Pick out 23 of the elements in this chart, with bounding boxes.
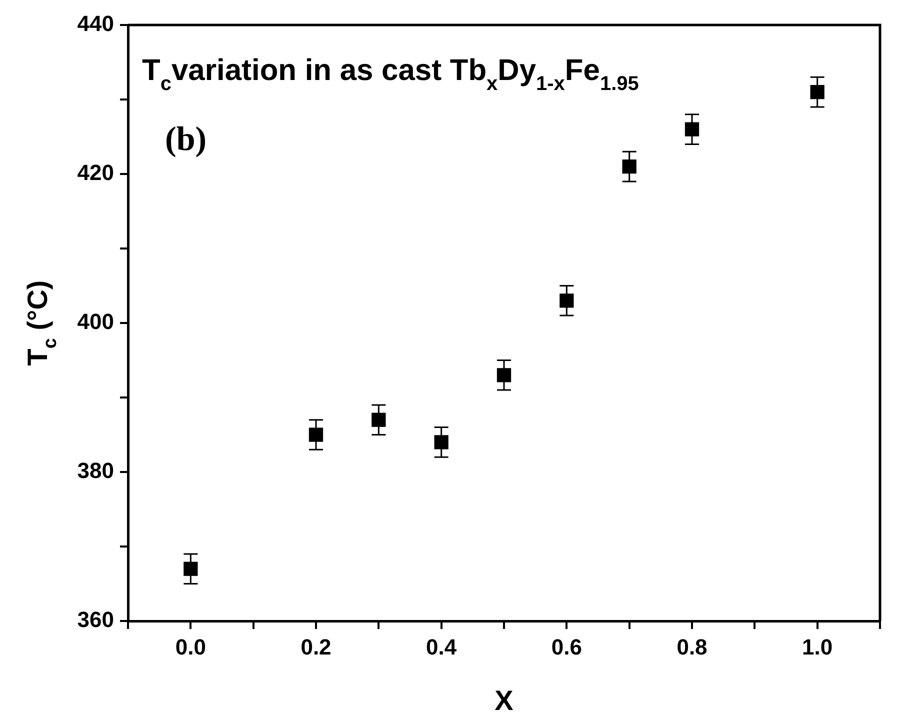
x-tick-label: 0.0	[175, 634, 206, 660]
x-axis-title: X	[494, 685, 514, 716]
annotation: (b)	[165, 121, 207, 158]
x-tick-label: 0.2	[300, 634, 332, 660]
point	[560, 294, 574, 308]
point	[622, 159, 636, 174]
y-axis-title: Tc (°C)	[22, 280, 61, 366]
point	[184, 562, 198, 576]
point	[810, 84, 824, 100]
y-tick-label: 400	[77, 309, 114, 334]
y-tick-label: 420	[77, 160, 114, 186]
y-tick-label: 360	[77, 607, 114, 632]
point	[434, 435, 448, 450]
y-tick-label: 440	[77, 11, 114, 36]
y-tick-label: 380	[77, 458, 114, 484]
point	[308, 428, 324, 442]
x-tick-label: 0.4	[426, 634, 458, 660]
point	[372, 412, 386, 427]
x-tick-label: 0.8	[676, 634, 708, 660]
x-tick-label: 1.0	[802, 634, 833, 660]
x-tick-label: 0.6	[551, 634, 582, 660]
point	[496, 368, 512, 382]
point	[684, 122, 700, 136]
